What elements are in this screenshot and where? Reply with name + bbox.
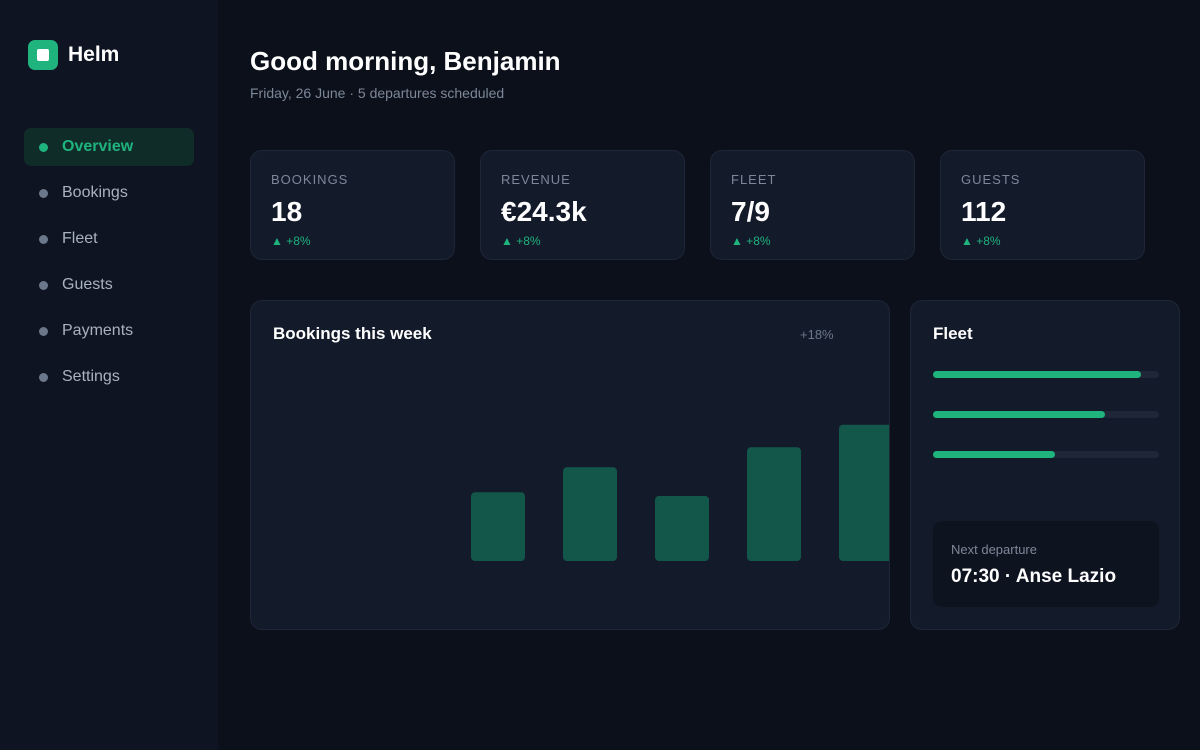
- app-logo-icon: [28, 40, 58, 70]
- chart-delta: +18%: [800, 327, 834, 342]
- sidebar-item-overview[interactable]: Overview: [24, 128, 194, 166]
- stat-value: 7/9: [731, 196, 770, 227]
- stat-label: BOOKINGS: [271, 172, 349, 187]
- next-departure-panel[interactable]: Next departure 07:30 · Anse Lazio: [933, 521, 1159, 607]
- app-logo-mark: [37, 49, 49, 61]
- sidebar-item-bookings[interactable]: Bookings: [24, 174, 194, 212]
- page-title: Good morning, Benjamin: [250, 46, 561, 76]
- sidebar-item-label: Payments: [62, 322, 134, 339]
- stat-delta: ▲ +8%: [501, 234, 541, 248]
- sidebar-item-settings[interactable]: Settings: [24, 358, 194, 396]
- dot-icon: [39, 142, 48, 152]
- chart-bar[interactable]: [563, 467, 617, 561]
- stat-card-revenue[interactable]: REVENUE €24.3k ▲ +8%: [480, 150, 685, 260]
- sidebar-item-label: Overview: [62, 138, 134, 155]
- stat-value: 112: [961, 196, 1007, 227]
- fleet-bar-track: [933, 411, 1159, 418]
- bookings-chart-card: Bookings this week +18%: [250, 300, 890, 630]
- chart-title: Bookings this week: [273, 324, 432, 343]
- fleet-card: Fleet Next departure 07:30 · Anse Lazio: [910, 300, 1180, 630]
- sidebar-item-guests[interactable]: Guests: [24, 266, 194, 304]
- brand[interactable]: Helm: [28, 40, 119, 70]
- stat-label: FLEET: [731, 172, 777, 187]
- stat-delta: ▲ +8%: [271, 234, 311, 248]
- chart-bar[interactable]: [471, 492, 525, 561]
- sidebar-item-payments[interactable]: Payments: [24, 312, 194, 350]
- stat-card-guests[interactable]: GUESTS 112 ▲ +8%: [940, 150, 1145, 260]
- sidebar-item-label: Bookings: [62, 184, 128, 201]
- brand-name: Helm: [68, 43, 120, 66]
- stat-delta: ▲ +8%: [731, 234, 771, 248]
- page-subtitle: Friday, 26 June · 5 departures scheduled: [250, 85, 505, 101]
- chart-bar[interactable]: [747, 447, 801, 561]
- sidebar-item-label: Fleet: [62, 230, 98, 247]
- fleet-bar-track: [933, 371, 1159, 378]
- stat-value: €24.3k: [501, 196, 587, 227]
- dot-icon: [39, 188, 48, 198]
- dot-icon: [39, 280, 48, 290]
- fleet-bar-fill: [933, 451, 1056, 458]
- stat-label: REVENUE: [501, 172, 571, 187]
- dot-icon: [39, 372, 48, 382]
- sidebar-nav: Overview Bookings Fleet Guests Payments …: [24, 128, 194, 404]
- sidebar-item-fleet[interactable]: Fleet: [24, 220, 194, 258]
- next-departure-label: Next departure: [951, 542, 1037, 557]
- fleet-bar-fill: [933, 411, 1105, 418]
- stat-card-fleet[interactable]: FLEET 7/9 ▲ +8%: [710, 150, 915, 260]
- stat-card-bookings[interactable]: BOOKINGS 18 ▲ +8%: [250, 150, 455, 260]
- sidebar: Helm Overview Bookings Fleet Guests Paym…: [0, 0, 218, 750]
- stat-delta: ▲ +8%: [961, 234, 1001, 248]
- fleet-bar-fill: [933, 371, 1141, 378]
- sidebar-item-label: Settings: [62, 368, 120, 385]
- next-departure-value: 07:30 · Anse Lazio: [951, 566, 1117, 587]
- sidebar-item-label: Guests: [62, 276, 113, 293]
- fleet-bar-track: [933, 451, 1159, 458]
- chart-bar[interactable]: [655, 496, 709, 561]
- chart-bar[interactable]: [839, 424, 890, 561]
- stat-value: 18: [271, 196, 303, 227]
- dot-icon: [39, 326, 48, 336]
- fleet-title: Fleet: [933, 324, 973, 343]
- bookings-bar-chart: [471, 424, 890, 561]
- dot-icon: [39, 234, 48, 244]
- stat-label: GUESTS: [961, 172, 1021, 187]
